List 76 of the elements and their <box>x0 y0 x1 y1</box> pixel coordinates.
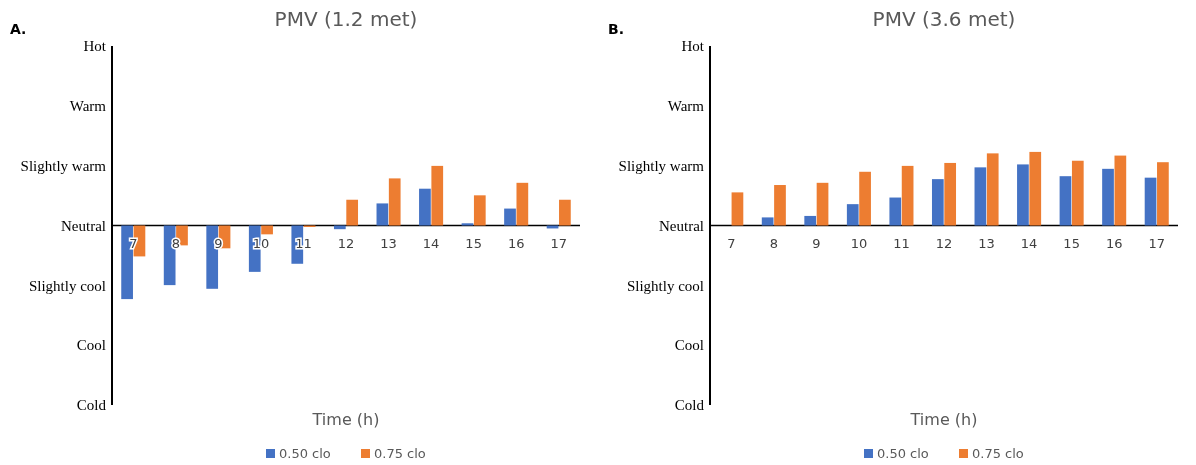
x-tick-label: 7 <box>129 235 138 251</box>
bar <box>1102 168 1114 226</box>
bar <box>974 167 987 226</box>
bar <box>944 162 957 226</box>
legend-label: 0.75 clo <box>972 446 1024 461</box>
bar <box>731 192 744 226</box>
x-tick-label: 16 <box>1105 235 1123 251</box>
text: Cold <box>76 397 107 414</box>
text: A. <box>10 21 27 37</box>
x-axis-title: Time (h) <box>311 410 380 429</box>
text: B. <box>608 21 624 37</box>
bar <box>419 188 431 226</box>
x-tick-label: 15 <box>465 235 482 251</box>
text: Neutral <box>61 217 106 234</box>
x-tick-label: 10 <box>850 235 868 251</box>
text: Cold <box>674 397 705 414</box>
bar <box>846 204 859 226</box>
x-tick-label: 12 <box>935 235 953 251</box>
bar <box>376 203 389 226</box>
x-tick-label: 17 <box>550 235 567 251</box>
bar <box>1144 177 1157 226</box>
x-tick-label: 7 <box>727 235 736 251</box>
bar <box>1059 176 1072 226</box>
text: Warm <box>667 98 705 115</box>
legend-label: 0.50 clo <box>877 446 929 461</box>
x-tick-label: 12 <box>337 235 355 251</box>
x-tick-label: 13 <box>380 235 397 251</box>
bar <box>461 223 474 226</box>
text: Slightly warm <box>618 157 705 174</box>
x-tick-label: 9 <box>812 235 821 251</box>
text: Warm <box>69 98 107 115</box>
x-tick-label: 17 <box>1148 235 1165 251</box>
chart-title: PMV (3.6 met) <box>872 7 1016 31</box>
text: Cool <box>76 337 106 354</box>
x-tick-label: 14 <box>1020 235 1038 251</box>
x-axis-title: Time (h) <box>909 410 978 429</box>
bar <box>889 197 902 226</box>
bar <box>1017 164 1029 226</box>
bar <box>859 171 871 226</box>
x-tick-label: 14 <box>422 235 440 251</box>
legend-label: 0.50 clo <box>279 446 331 461</box>
bar <box>388 178 401 226</box>
x-tick-label: 9 <box>214 235 223 251</box>
bar <box>816 182 829 226</box>
bar <box>931 179 944 226</box>
bar <box>1157 162 1169 226</box>
bar <box>1071 160 1084 226</box>
x-tick-label: 15 <box>1063 235 1080 251</box>
x-tick-label: 13 <box>978 235 995 251</box>
x-tick-label: 8 <box>171 235 180 251</box>
x-tick-label: 11 <box>893 235 910 251</box>
chart-title: PMV (1.2 met) <box>274 7 418 31</box>
bar <box>774 185 786 226</box>
x-tick-label: 16 <box>507 235 525 251</box>
bar <box>901 165 914 226</box>
bar <box>1029 151 1042 226</box>
bar <box>473 195 486 226</box>
bar <box>986 153 999 226</box>
text: Slightly warm <box>20 157 107 174</box>
bar <box>431 165 444 226</box>
bar <box>261 225 273 235</box>
bar <box>559 199 571 226</box>
bar <box>504 208 516 226</box>
bar <box>516 182 529 226</box>
x-tick-label: 8 <box>769 235 778 251</box>
bar <box>1114 155 1127 226</box>
bar <box>761 217 774 226</box>
text: Hot <box>83 38 107 55</box>
text: Hot <box>681 38 705 55</box>
text: Neutral <box>659 217 704 234</box>
bar <box>804 215 817 226</box>
bar <box>346 199 359 226</box>
text: Slightly cool <box>28 277 106 294</box>
legend-label: 0.75 clo <box>374 446 426 461</box>
text: Slightly cool <box>626 277 704 294</box>
text: Cool <box>674 337 704 354</box>
